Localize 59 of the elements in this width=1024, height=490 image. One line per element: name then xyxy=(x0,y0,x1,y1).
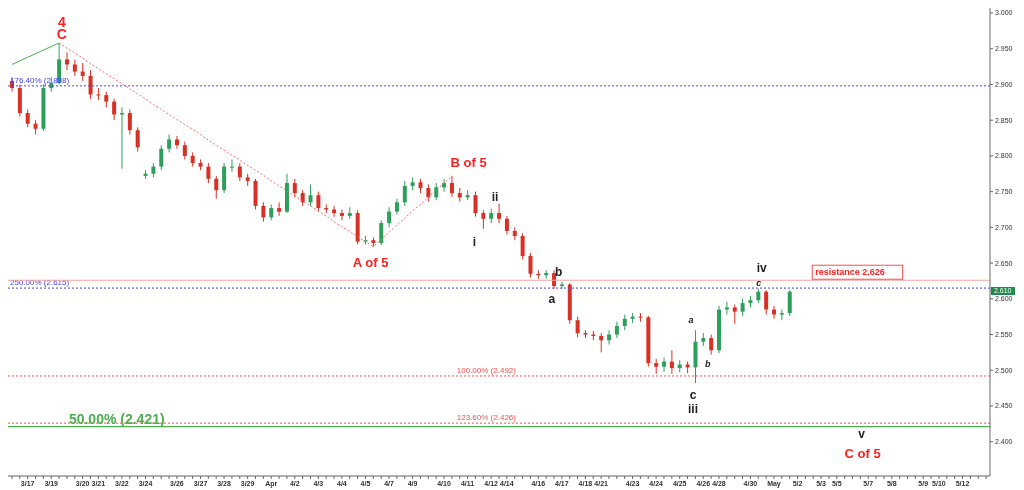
annotation: iii xyxy=(688,401,699,416)
line-series xyxy=(11,42,60,65)
candlestick xyxy=(174,135,179,150)
candlestick xyxy=(709,334,714,356)
candlestick xyxy=(662,356,667,373)
annotation: a xyxy=(688,314,694,325)
annotation: b xyxy=(704,358,711,369)
candlestick xyxy=(127,108,132,135)
candlestick xyxy=(787,289,792,317)
annotation: v xyxy=(858,427,865,442)
annotation: b xyxy=(555,265,563,280)
candlestick xyxy=(64,51,69,71)
candlestick xyxy=(575,316,580,338)
candlestick xyxy=(779,309,784,321)
annotation: B of 5 xyxy=(450,154,487,170)
ref-line-label: 250.00% (2.615) xyxy=(10,278,70,288)
candlestick xyxy=(772,305,777,320)
candlestick xyxy=(277,201,282,217)
candlestick xyxy=(387,206,392,228)
candlestick xyxy=(528,252,533,278)
candlestick xyxy=(599,332,604,353)
candlestick xyxy=(449,175,454,198)
candlestick xyxy=(764,289,769,316)
ref-line-label: 123.60% (2.426) xyxy=(456,413,517,423)
candlestick xyxy=(112,98,117,121)
candlestick xyxy=(724,301,729,316)
candlestick xyxy=(229,158,234,173)
candlestick xyxy=(732,304,737,325)
candlestick xyxy=(214,175,219,200)
candlestick xyxy=(473,191,478,218)
candlestick xyxy=(206,162,211,184)
annotation: a xyxy=(548,291,556,306)
candlestick xyxy=(402,180,407,207)
annotation: c xyxy=(689,388,697,403)
candlestick xyxy=(669,349,674,375)
ref-line-label: 50.00% (2.421) xyxy=(68,410,165,427)
candlestick xyxy=(481,209,486,230)
candlestick xyxy=(504,215,509,235)
annotation: A of 5 xyxy=(352,254,389,269)
candlestick xyxy=(88,69,93,100)
candlestick xyxy=(222,162,227,194)
candlestick xyxy=(96,87,101,101)
candlestick xyxy=(316,191,321,213)
annotation: c xyxy=(756,277,762,288)
annotation: ii xyxy=(491,190,499,205)
candlestick xyxy=(332,205,337,218)
candlestick xyxy=(159,144,164,171)
candlestick xyxy=(135,126,140,153)
ref-line-label: resistance 2.626 xyxy=(815,267,885,278)
annotation: C of 5 xyxy=(844,445,881,461)
candlestick xyxy=(520,232,525,261)
annotation: iv xyxy=(756,261,767,276)
candlestick xyxy=(339,208,344,221)
candlestick xyxy=(261,201,266,223)
ref-line-label: 100.00% (2.492) xyxy=(456,365,517,375)
candlestick xyxy=(308,183,313,207)
annotation: i xyxy=(472,235,477,249)
candlestick xyxy=(497,203,502,224)
candlestick xyxy=(379,219,384,246)
